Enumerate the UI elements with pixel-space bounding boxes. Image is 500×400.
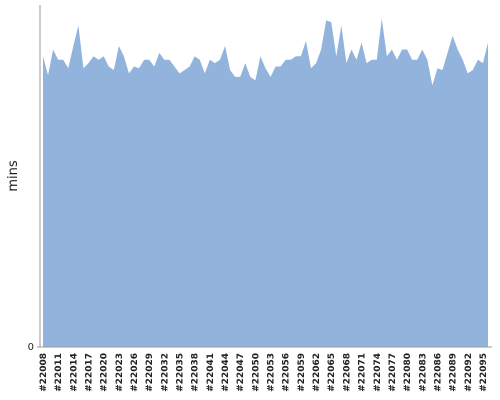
x-tick-label: #22050 xyxy=(251,353,261,392)
x-tick-label: #22089 xyxy=(449,353,459,392)
x-tick-label: #22032 xyxy=(160,353,170,392)
x-tick-label: #22017 xyxy=(85,353,95,392)
area xyxy=(43,18,488,348)
x-tick-label: #22023 xyxy=(115,353,125,392)
x-tick-label: #22014 xyxy=(69,353,79,392)
x-tick-label: #22047 xyxy=(236,353,246,392)
x-tick-label: #22074 xyxy=(373,353,383,392)
x-tick-label: #22056 xyxy=(282,353,292,392)
x-tick-label: #22020 xyxy=(100,353,110,392)
x-tick-label: #22053 xyxy=(267,353,277,392)
x-tick-label: #22083 xyxy=(418,353,428,392)
y-axis-label: mins xyxy=(6,160,21,192)
x-tick-label: #22095 xyxy=(479,353,489,392)
x-tick-label: #22062 xyxy=(312,353,322,392)
x-tick-label: #22068 xyxy=(342,353,352,392)
x-tick-label: #22035 xyxy=(176,353,186,392)
x-tick-label: #22026 xyxy=(130,353,140,392)
x-tick-label: #22029 xyxy=(145,353,155,392)
x-tick-label: #22038 xyxy=(191,353,201,392)
x-tick-label: #22011 xyxy=(54,353,64,392)
x-tick-label: #22071 xyxy=(358,353,368,392)
y-tick-label: 0 xyxy=(28,342,34,353)
x-tick-label: #22041 xyxy=(206,353,216,392)
x-tick-label: #22092 xyxy=(464,353,474,392)
x-tick-label: #22044 xyxy=(221,353,231,392)
x-tick-label: #22065 xyxy=(327,353,337,392)
x-tick-label: #22080 xyxy=(403,353,413,392)
x-tick-label: #22086 xyxy=(433,353,443,392)
x-tick-label: #22077 xyxy=(388,353,398,392)
x-tick-label: #22059 xyxy=(297,353,307,392)
x-tick-label: #22008 xyxy=(39,353,49,392)
